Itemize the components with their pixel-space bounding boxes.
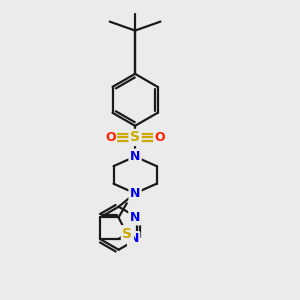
- Text: O: O: [154, 131, 165, 144]
- Text: S: S: [130, 130, 140, 145]
- Text: N: N: [130, 187, 140, 200]
- Text: N: N: [128, 232, 139, 245]
- Text: O: O: [105, 131, 116, 144]
- Text: S: S: [122, 226, 132, 241]
- Text: N: N: [130, 211, 140, 224]
- Text: N: N: [130, 150, 140, 163]
